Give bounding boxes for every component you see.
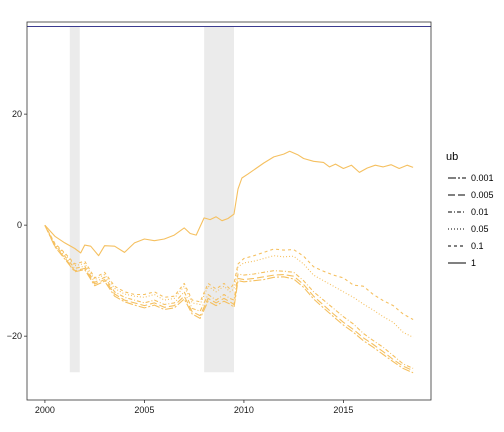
- x-axis: 2000 2005 2010 2015: [35, 400, 353, 415]
- legend: ub 0.001 0.005 0.01 0.05 0.1 1: [446, 151, 494, 268]
- series-line-0-05: [44, 224, 414, 338]
- recession-band-2: [204, 26, 234, 373]
- y-tick-label: 0: [17, 220, 22, 230]
- series-lines: [44, 150, 414, 374]
- legend-label: 0.1: [471, 241, 484, 251]
- recession-bands: [69, 26, 234, 373]
- y-tick-label: −20: [7, 331, 22, 341]
- series-line-0-1: [44, 224, 414, 320]
- legend-label: 0.005: [471, 190, 494, 200]
- legend-label: 1: [471, 258, 476, 268]
- y-axis: −20 0 20: [7, 109, 27, 341]
- y-tick-label: 20: [12, 109, 22, 119]
- legend-label: 0.01: [471, 207, 489, 217]
- x-tick-label: 2005: [134, 405, 154, 415]
- recession-band-1: [69, 26, 80, 373]
- x-tick-label: 2015: [333, 405, 353, 415]
- legend-label: 0.001: [471, 173, 494, 183]
- legend-label: 0.05: [471, 224, 489, 234]
- x-tick-label: 2010: [234, 405, 254, 415]
- series-line-1: [44, 150, 414, 257]
- series-line-0-001: [44, 224, 414, 374]
- x-tick-label: 2000: [35, 405, 55, 415]
- series-line-0-005: [44, 224, 414, 372]
- panel-border: [26, 21, 432, 401]
- legend-title: ub: [446, 151, 458, 163]
